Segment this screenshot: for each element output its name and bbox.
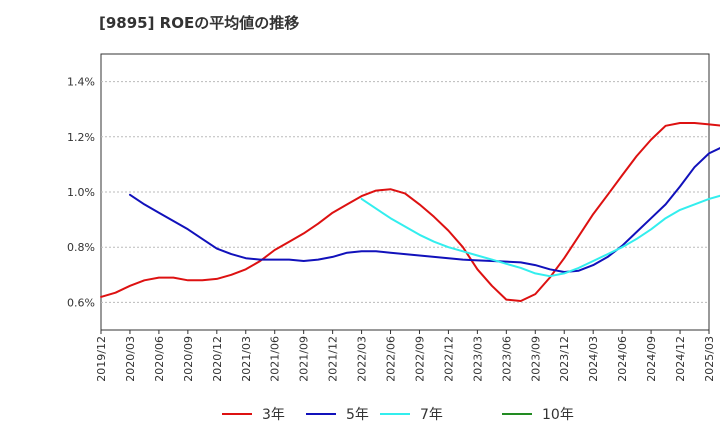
x-tick-label: 2020/09 [182, 336, 195, 382]
x-tick-label: 2023/09 [529, 336, 542, 382]
y-tick-label: 1.4% [67, 76, 95, 89]
x-tick-label: 2022/12 [442, 336, 455, 382]
legend-label: 3年 [262, 407, 285, 423]
x-tick-label: 2022/09 [413, 336, 426, 382]
x-tick-label: 2023/03 [471, 336, 484, 382]
x-tick-label: 2022/03 [356, 336, 369, 382]
x-tick-label: 2021/03 [240, 336, 253, 382]
x-tick-label: 2021/12 [327, 336, 340, 382]
y-axis-ticks: 0.6% 0.8% 1.0% 1.2% 1.4% [67, 76, 95, 310]
series-lines [100, 122, 720, 302]
y-tick-label: 0.6% [67, 296, 95, 309]
x-tick-label: 2025/03 [703, 336, 716, 382]
x-tick-label: 2021/06 [269, 336, 282, 382]
y-tick-label: 0.8% [67, 241, 95, 254]
legend-label: 5年 [346, 407, 369, 423]
x-tick-label: 2024/12 [674, 336, 687, 382]
x-tick-label: 2020/03 [124, 336, 137, 382]
x-tick-label: 2022/06 [385, 336, 398, 382]
x-axis-ticks: 2019/12 2020/03 2020/06 2020/09 2020/12 2021/… [95, 330, 716, 382]
series-line-7年 [360, 194, 720, 278]
series-line-3年 [100, 122, 720, 302]
chart-title: [9895] ROEの平均値の推移 [99, 14, 300, 32]
series-line-5年 [129, 147, 720, 273]
legend-label: 10年 [542, 407, 574, 423]
legend: 3年 5年 7年 10年 [222, 407, 574, 423]
grid-lines [101, 81, 709, 303]
x-tick-label: 2020/12 [211, 336, 224, 382]
x-tick-label: 2024/06 [616, 336, 629, 382]
x-tick-label: 2024/03 [587, 336, 600, 382]
x-tick-label: 2023/12 [558, 336, 571, 382]
y-tick-label: 1.0% [67, 186, 95, 199]
x-tick-label: 2024/09 [645, 336, 658, 382]
y-tick-label: 1.2% [67, 131, 95, 144]
x-tick-label: 2023/06 [500, 336, 513, 382]
x-tick-label: 2021/09 [298, 336, 311, 382]
legend-label: 7年 [420, 407, 443, 423]
x-tick-label: 2019/12 [95, 336, 108, 382]
x-tick-label: 2020/06 [153, 336, 166, 382]
